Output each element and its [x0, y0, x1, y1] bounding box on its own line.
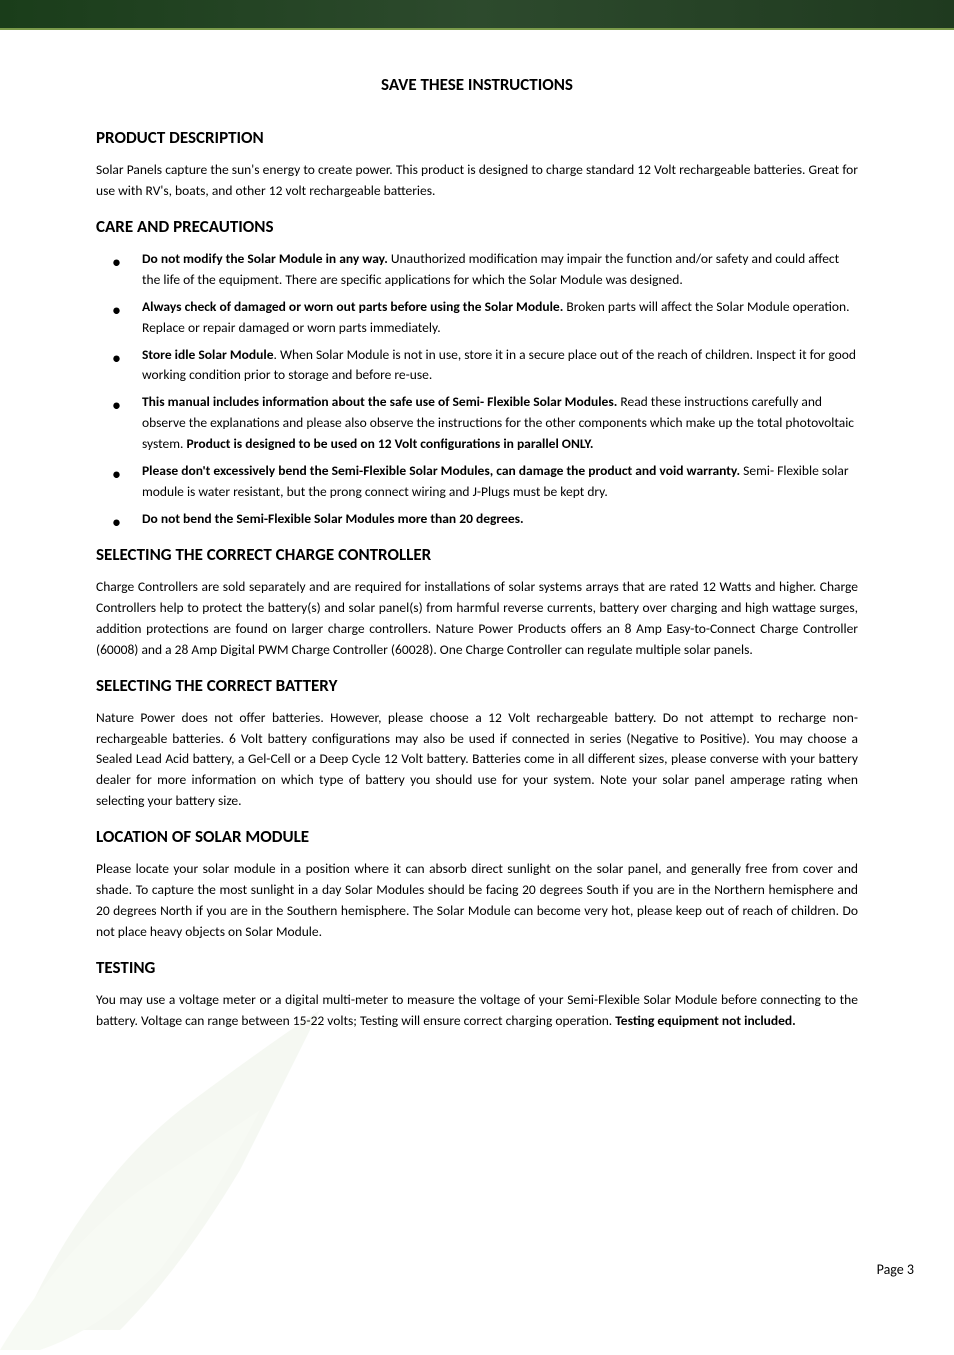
- main-title: SAVE THESE INSTRUCTIONS: [96, 74, 858, 95]
- list-item: Always check of damaged or worn out part…: [96, 297, 858, 339]
- paragraph-location: Please locate your solar module in a pos…: [96, 859, 858, 943]
- list-item-bold: Store idle Solar Module: [142, 346, 274, 363]
- heading-testing: TESTING: [96, 957, 858, 978]
- heading-care-precautions: CARE AND PRECAUTIONS: [96, 216, 858, 237]
- list-item: Do not bend the Semi-Flexible Solar Modu…: [96, 509, 858, 530]
- care-precautions-list: Do not modify the Solar Module in any wa…: [96, 249, 858, 530]
- page-number: Page 3: [877, 1261, 914, 1278]
- heading-product-description: PRODUCT DESCRIPTION: [96, 127, 858, 148]
- list-item: Do not modify the Solar Module in any wa…: [96, 249, 858, 291]
- page-wrapper: SAVE THESE INSTRUCTIONS PRODUCT DESCRIPT…: [0, 0, 954, 1350]
- list-item-bold-2: Product is designed to be used on 12 Vol…: [187, 435, 594, 452]
- page-content: SAVE THESE INSTRUCTIONS PRODUCT DESCRIPT…: [0, 30, 954, 1086]
- paragraph-testing: You may use a voltage meter or a digital…: [96, 990, 858, 1032]
- header-bar: [0, 0, 954, 30]
- list-item: Store idle Solar Module. When Solar Modu…: [96, 345, 858, 387]
- paragraph-battery: Nature Power does not offer batteries. H…: [96, 708, 858, 813]
- list-item-bold: Do not bend the Semi-Flexible Solar Modu…: [142, 510, 524, 527]
- heading-location: LOCATION OF SOLAR MODULE: [96, 826, 858, 847]
- list-item-bold: Always check of damaged or worn out part…: [142, 298, 563, 315]
- list-item: Please don't excessively bend the Semi-F…: [96, 461, 858, 503]
- list-item-bold: Do not modify the Solar Module in any wa…: [142, 250, 388, 267]
- paragraph-product-description: Solar Panels capture the sun's energy to…: [96, 160, 858, 202]
- list-item-bold: Please don't excessively bend the Semi-F…: [142, 462, 740, 479]
- paragraph-charge-controller: Charge Controllers are sold separately a…: [96, 577, 858, 661]
- list-item: This manual includes information about t…: [96, 392, 858, 455]
- testing-bold: Testing equipment not included.: [615, 1012, 796, 1029]
- heading-charge-controller: SELECTING THE CORRECT CHARGE CONTROLLER: [96, 544, 858, 565]
- list-item-bold: This manual includes information about t…: [142, 393, 617, 410]
- heading-battery: SELECTING THE CORRECT BATTERY: [96, 675, 858, 696]
